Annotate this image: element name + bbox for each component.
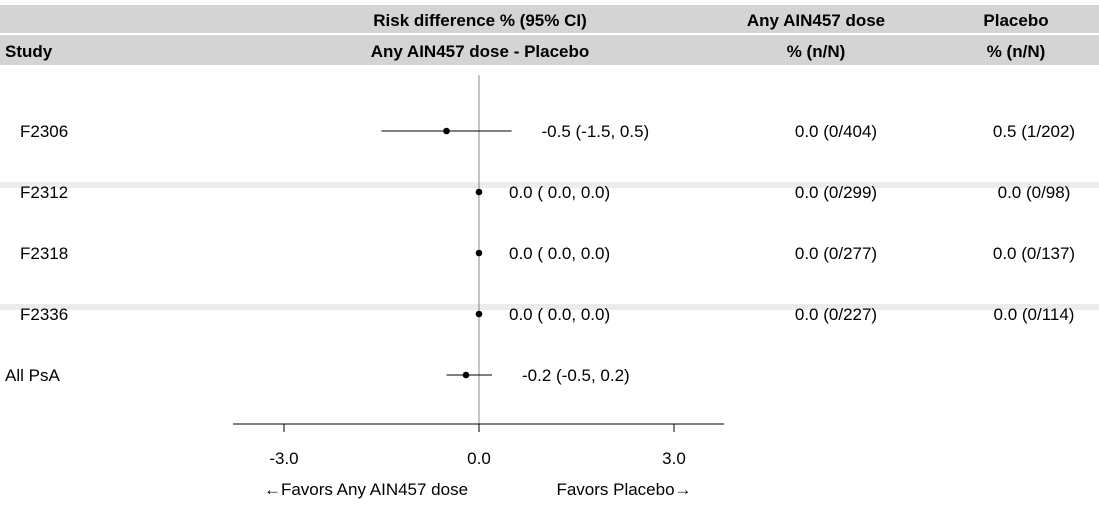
forest-row: F2318 0.0 ( 0.0, 0.0) 0.0 (0/277) 0.0 (0/13… bbox=[20, 244, 1075, 263]
study-label: All PsA bbox=[5, 366, 60, 385]
point-estimate bbox=[475, 310, 483, 318]
study-label: F2306 bbox=[20, 122, 68, 141]
forest-row: All PsA -0.2 (-0.5, 0.2) bbox=[5, 366, 630, 385]
x-axis-ticks: -3.0 0.0 3.0 bbox=[269, 424, 686, 468]
x-tick-label: 0.0 bbox=[467, 449, 491, 468]
drug-value: 0.0 (0/299) bbox=[795, 183, 877, 202]
point-estimate bbox=[462, 371, 470, 379]
placebo-value: 0.0 (0/114) bbox=[994, 305, 1075, 324]
forest-row: F2312 0.0 ( 0.0, 0.0) 0.0 (0/299) 0.0 (0/98… bbox=[20, 183, 1070, 202]
point-estimate bbox=[475, 188, 483, 196]
header-placebo-line2: % (n/N) bbox=[987, 42, 1046, 61]
forest-rows: F2306 -0.5 (-1.5, 0.5) 0.0 (0/404) 0.5 (1/2… bbox=[5, 122, 1075, 385]
risk-difference-text: 0.0 ( 0.0, 0.0) bbox=[509, 244, 610, 263]
placebo-value: 0.0 (0/137) bbox=[993, 244, 1075, 263]
point-estimate bbox=[475, 249, 483, 257]
study-label: F2312 bbox=[20, 183, 68, 202]
header-study: Study bbox=[5, 42, 53, 61]
drug-value: 0.0 (0/404) bbox=[795, 122, 877, 141]
placebo-value: 0.0 (0/98) bbox=[998, 183, 1071, 202]
header-rd-line2: Any AIN457 dose - Placebo bbox=[371, 42, 590, 61]
header-drug-line1: Any AIN457 dose bbox=[747, 11, 885, 30]
forest-row: F2306 -0.5 (-1.5, 0.5) 0.0 (0/404) 0.5 (1/2… bbox=[20, 122, 1075, 141]
row-bands bbox=[0, 182, 1099, 310]
drug-value: 0.0 (0/227) bbox=[795, 305, 877, 324]
x-tick-label: 3.0 bbox=[662, 449, 686, 468]
x-label-left: ←Favors Any AIN457 dose bbox=[264, 480, 468, 499]
row-band bbox=[0, 304, 1099, 310]
header-drug-line2: % (n/N) bbox=[787, 42, 846, 61]
forest-row: F2336 0.0 ( 0.0, 0.0) 0.0 (0/227) 0.0 (0/11… bbox=[20, 305, 1074, 324]
header-rd-line1: Risk difference % (95% CI) bbox=[373, 11, 587, 30]
row-band bbox=[0, 182, 1099, 188]
header-placebo-line1: Placebo bbox=[983, 11, 1048, 30]
study-label: F2336 bbox=[20, 305, 68, 324]
risk-difference-text: -0.2 (-0.5, 0.2) bbox=[522, 366, 630, 385]
risk-difference-text: 0.0 ( 0.0, 0.0) bbox=[509, 183, 610, 202]
study-label: F2318 bbox=[20, 244, 68, 263]
risk-difference-text: -0.5 (-1.5, 0.5) bbox=[542, 122, 650, 141]
point-estimate bbox=[443, 127, 450, 135]
risk-difference-text: 0.0 ( 0.0, 0.0) bbox=[509, 305, 610, 324]
placebo-value: 0.5 (1/202) bbox=[993, 122, 1075, 141]
drug-value: 0.0 (0/277) bbox=[795, 244, 877, 263]
x-tick-label: -3.0 bbox=[269, 449, 298, 468]
x-label-right: Favors Placebo→ bbox=[556, 480, 691, 499]
